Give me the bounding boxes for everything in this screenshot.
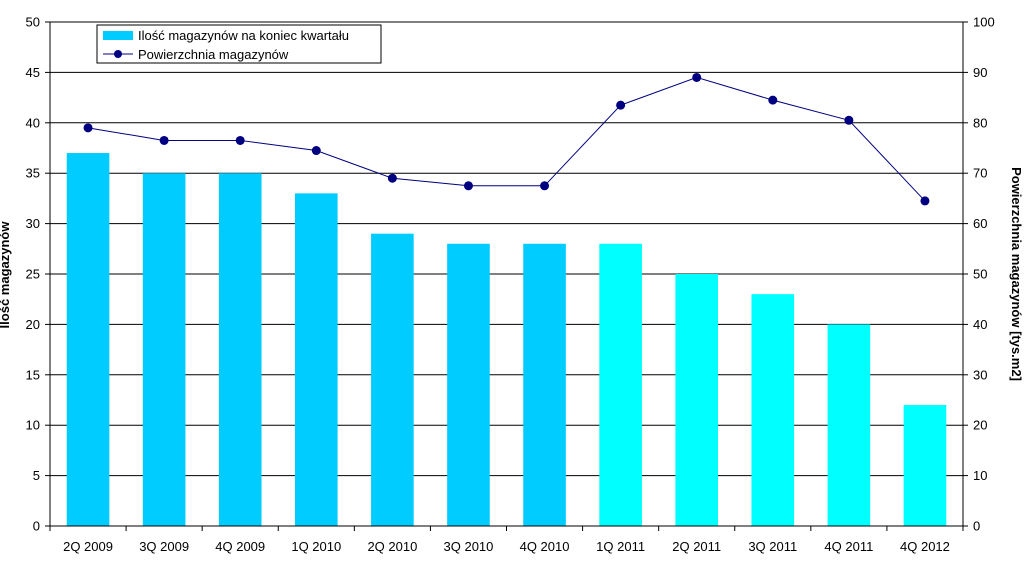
y-tick-label: 5: [33, 468, 40, 483]
line-point: [83, 123, 93, 133]
x-tick-label: 1Q 2010: [291, 539, 341, 554]
legend: Ilość magazynów na koniec kwartału Powie…: [96, 24, 382, 64]
y-tick-label: 40: [26, 115, 40, 130]
bar: [675, 274, 719, 526]
bar: [903, 405, 947, 526]
bar: [371, 233, 414, 526]
x-tick-label: 2Q 2011: [672, 539, 721, 554]
line-point: [844, 115, 854, 125]
x-tick-label: 1Q 2011: [596, 539, 645, 554]
y2-tick-label: 10: [973, 468, 987, 483]
y2-tick-label: 100: [973, 15, 995, 30]
line-point: [463, 181, 473, 191]
y-tick-label: 50: [26, 15, 40, 30]
y-tick-label: 45: [26, 65, 40, 80]
bar: [751, 294, 795, 526]
y-tick-label: 35: [26, 166, 40, 181]
bar: [827, 324, 871, 526]
x-axis-ticks: 2Q 2009 3Q 2009 4Q 2009 1Q 2010 2Q 2010 3Q 20…: [49, 526, 964, 554]
y-tick-label: 30: [26, 216, 40, 231]
y2-tick-label: 90: [973, 65, 987, 80]
bar: [523, 243, 566, 526]
line-point: [311, 146, 321, 156]
y2-tick-label: 60: [973, 216, 987, 231]
bar: [294, 193, 338, 527]
legend-swatch-bar: [103, 31, 133, 40]
x-tick-label: 4Q 2010: [520, 539, 570, 554]
y2-tick-label: 40: [973, 317, 987, 332]
line-point: [159, 135, 169, 145]
y2-tick-label: 0: [973, 519, 980, 534]
y2-tick-label: 70: [973, 166, 987, 181]
x-tick-label: 2Q 2010: [367, 539, 417, 554]
line-point: [768, 95, 778, 105]
bar: [599, 243, 642, 526]
x-tick-label: 3Q 2009: [139, 539, 189, 554]
x-tick-label: 3Q 2011: [748, 539, 797, 554]
bar: [218, 173, 262, 526]
legend-label-bar: Ilość magazynów na koniec kwartału: [138, 28, 349, 43]
line-series: [83, 72, 930, 206]
x-tick-label: 2Q 2009: [63, 539, 113, 554]
y2-tick-label: 50: [973, 267, 987, 282]
line-point: [540, 181, 550, 191]
y2-tick-label: 20: [973, 418, 987, 433]
y-tick-label: 15: [26, 367, 40, 382]
series-line: [87, 76, 926, 202]
y-tick-label: 10: [26, 418, 40, 433]
gridlines: [50, 21, 963, 477]
legend-label-line: Powierzchnia magazynów: [138, 47, 289, 62]
line-point: [692, 72, 702, 82]
x-tick-label: 4Q 2009: [215, 539, 265, 554]
y-tick-label: 0: [33, 519, 40, 534]
y2-tick-label: 30: [973, 367, 987, 382]
line-point: [920, 196, 930, 206]
left-axis-ticks: 0 5 10 15 20 25 30 35 40 45 50: [26, 15, 50, 534]
x-tick-label: 3Q 2010: [444, 539, 494, 554]
x-tick-label: 4Q 2012: [900, 539, 950, 554]
line-point: [387, 173, 397, 183]
bar: [142, 173, 186, 526]
bar-series: [66, 153, 947, 527]
y2-axis-title: Powierzchnia magazynów [tys.m2]: [1009, 167, 1024, 381]
line-point: [616, 100, 626, 110]
right-axis-ticks: 0 10 20 30 40 50 60 70 80 90 100: [963, 15, 995, 534]
bar: [447, 243, 490, 526]
x-tick-label: 4Q 2011: [824, 539, 873, 554]
legend-box: [96, 24, 382, 64]
y-tick-label: 20: [26, 317, 40, 332]
legend-swatch-marker: [114, 50, 122, 58]
y2-tick-label: 80: [973, 115, 987, 130]
bar: [66, 153, 110, 527]
y-axis-title: Ilość magazynów: [0, 221, 12, 329]
line-point: [235, 135, 245, 145]
y-tick-label: 25: [26, 267, 40, 282]
